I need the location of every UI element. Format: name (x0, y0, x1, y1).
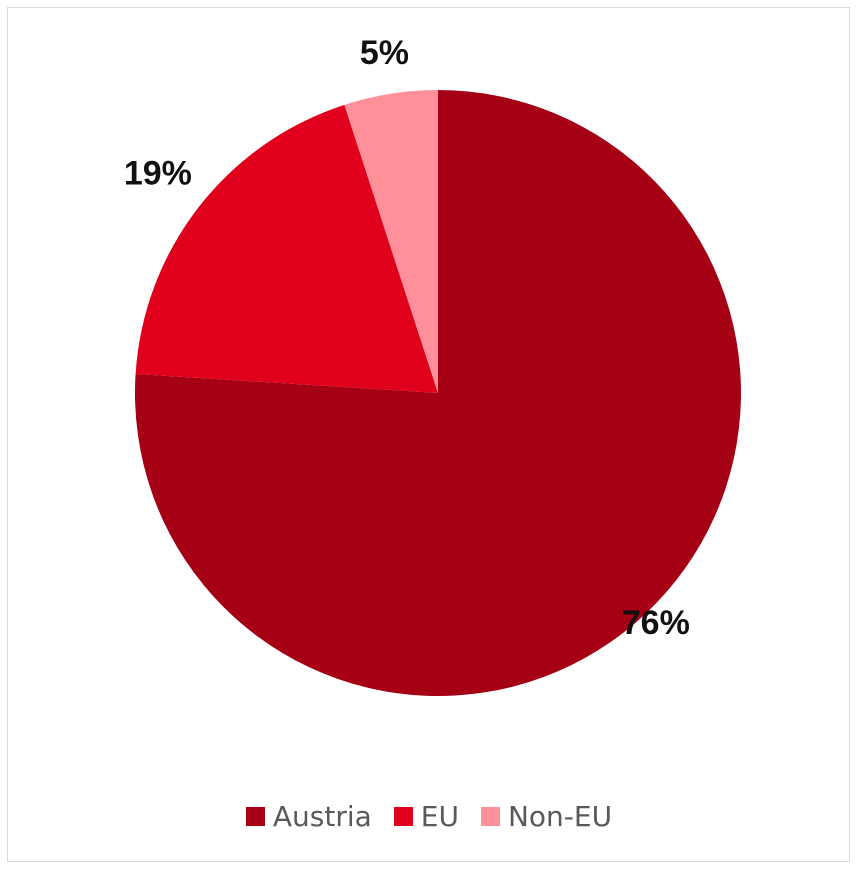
legend-label-eu: EU (420, 799, 459, 833)
legend-swatch-non-eu (480, 806, 500, 826)
pie-slice-non-eu (344, 90, 438, 393)
legend: Austria EU Non-EU (0, 796, 858, 836)
legend-item-eu: EU (393, 799, 459, 833)
pie-slice-austria (134, 90, 742, 697)
data-label-austria: 76% (622, 604, 690, 642)
legend-label-austria: Austria (272, 799, 372, 833)
data-label-non-eu: 5% (360, 34, 409, 72)
legend-swatch-austria (245, 806, 265, 826)
pie-slice-eu (135, 104, 438, 394)
legend-item-non-eu: Non-EU (480, 799, 613, 833)
legend-swatch-eu (393, 806, 413, 826)
legend-item-austria: Austria (245, 799, 372, 833)
data-label-eu: 19% (124, 155, 192, 193)
legend-label-non-eu: Non-EU (507, 799, 613, 833)
